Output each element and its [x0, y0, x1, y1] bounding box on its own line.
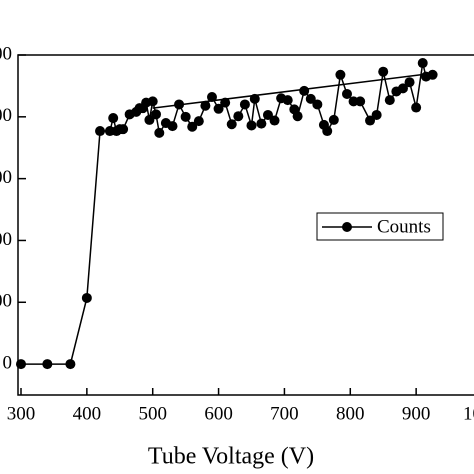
- legend-marker: [342, 222, 352, 232]
- point: [404, 77, 415, 88]
- point: [226, 119, 237, 130]
- point: [167, 121, 178, 132]
- x-axis-label: Tube Voltage (V): [148, 444, 314, 470]
- point: [365, 115, 376, 126]
- point: [154, 127, 165, 138]
- x-tick-label: 700: [270, 403, 299, 424]
- point: [118, 124, 129, 135]
- x-tick-label: 400: [73, 403, 102, 424]
- point: [81, 292, 92, 303]
- x-tick-label: 500: [138, 403, 167, 424]
- point: [193, 116, 204, 127]
- point: [384, 95, 395, 106]
- point: [378, 66, 389, 77]
- point: [42, 359, 53, 370]
- y-tick-label: 5000: [0, 43, 12, 64]
- x-tick-label: 800: [336, 403, 365, 424]
- point: [328, 114, 339, 125]
- point: [95, 126, 106, 137]
- point: [322, 126, 333, 137]
- point: [335, 69, 346, 80]
- point: [206, 92, 217, 103]
- point: [213, 103, 224, 114]
- point: [200, 100, 211, 111]
- point: [239, 99, 250, 110]
- point: [355, 96, 366, 107]
- point: [246, 120, 257, 131]
- point: [180, 111, 191, 122]
- x-tick-label: 300: [7, 403, 36, 424]
- point: [144, 114, 155, 125]
- plot-frame: [17, 54, 474, 396]
- y-tick-label: 4000: [0, 105, 12, 126]
- point: [174, 99, 185, 110]
- point: [282, 95, 293, 106]
- x-tick-label: 1000: [463, 403, 474, 424]
- point: [262, 109, 273, 120]
- y-tick-label: 1000: [0, 291, 12, 312]
- point: [292, 111, 303, 122]
- point: [341, 88, 352, 99]
- y-tick-label: 0: [3, 352, 13, 373]
- y-tick-label: 3000: [0, 167, 12, 188]
- point: [427, 69, 438, 80]
- point: [417, 58, 428, 69]
- x-tick-label: 900: [402, 403, 431, 424]
- point: [233, 111, 244, 122]
- point: [147, 96, 158, 107]
- x-tick-label: 600: [204, 403, 233, 424]
- point: [312, 99, 323, 110]
- point: [371, 109, 382, 120]
- trend-line: [152, 72, 436, 109]
- point: [220, 97, 231, 108]
- legend-label: Counts: [377, 216, 431, 237]
- point: [256, 118, 267, 129]
- point: [397, 83, 408, 94]
- y-tick-label: 2000: [0, 229, 12, 250]
- point: [249, 93, 260, 104]
- point: [65, 359, 76, 370]
- point: [108, 113, 119, 124]
- point: [411, 102, 422, 113]
- point: [305, 93, 316, 104]
- point: [299, 85, 310, 96]
- point: [187, 121, 198, 132]
- point: [16, 359, 26, 370]
- point: [269, 115, 280, 126]
- point: [151, 109, 162, 120]
